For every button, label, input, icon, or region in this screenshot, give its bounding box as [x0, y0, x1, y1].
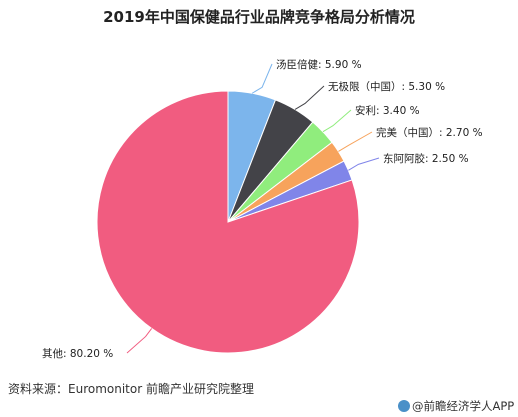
pie-chart: 汤臣倍健: 5.90 % 无极限（中国）: 5.30 % 安利: 3.40 % 完美（…: [42, 58, 483, 360]
slice-label: 无极限（中国）: 5.30 %: [328, 80, 445, 93]
slice-label: 完美（中国）: 2.70 %: [376, 126, 483, 139]
leader-line: [348, 157, 380, 171]
leader-line: [338, 131, 373, 152]
leader-line: [322, 109, 352, 133]
slice-label: 东阿阿胶: 2.50 %: [383, 152, 469, 165]
leader-line: [251, 63, 273, 94]
slice-label: 安利: 3.40 %: [355, 104, 420, 117]
slice-label: 汤臣倍健: 5.90 %: [276, 58, 362, 71]
source-note: 资料来源：Euromonitor 前瞻产业研究院整理: [8, 382, 254, 396]
leader-line: [294, 85, 325, 110]
pie-slice: [96, 90, 360, 354]
brand-text: @前瞻经济学人APP: [412, 399, 515, 413]
brand-logo-icon: [398, 400, 410, 412]
leader-line: [126, 328, 153, 354]
chart-title: 2019年中国保健品行业品牌竞争格局分析情况: [103, 8, 415, 26]
slice-label: 其他: 80.20 %: [42, 347, 113, 360]
brand-credit: @前瞻经济学人APP: [398, 398, 514, 414]
